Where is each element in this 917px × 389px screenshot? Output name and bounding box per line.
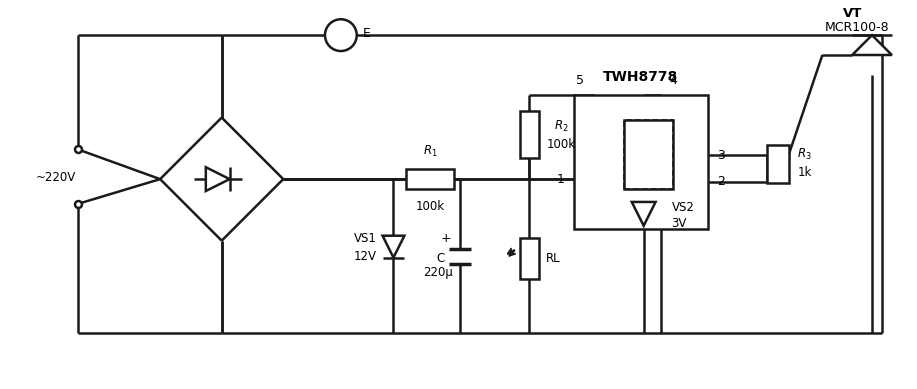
Text: 100k: 100k [415, 200, 445, 214]
Text: VS2: VS2 [671, 202, 694, 214]
Text: 3V: 3V [671, 217, 687, 230]
Text: 220μ: 220μ [424, 266, 453, 279]
Bar [624, 119, 673, 189]
Bar [624, 119, 673, 189]
Text: 1: 1 [557, 173, 564, 186]
Bar [406, 169, 454, 189]
Text: 5: 5 [577, 74, 584, 87]
Polygon shape [205, 167, 229, 191]
Text: ~220V: ~220V [36, 171, 76, 184]
Text: VS1: VS1 [354, 232, 377, 245]
Text: +: + [441, 232, 451, 245]
Bar [520, 110, 539, 158]
Text: E: E [363, 27, 370, 40]
Polygon shape [382, 236, 404, 258]
Text: TWH8778: TWH8778 [603, 70, 679, 84]
Text: $R_3$: $R_3$ [797, 147, 812, 162]
Text: 100k: 100k [547, 138, 576, 151]
Bar [574, 95, 708, 229]
Text: MCR100-8: MCR100-8 [824, 21, 889, 34]
Text: RL: RL [546, 252, 560, 265]
Bar [520, 238, 539, 279]
Polygon shape [852, 35, 892, 55]
Bar [767, 145, 789, 183]
Polygon shape [632, 202, 656, 226]
Text: 12V: 12V [354, 250, 377, 263]
Text: 1k: 1k [797, 166, 812, 179]
Text: VT: VT [843, 7, 862, 20]
Circle shape [325, 19, 357, 51]
Text: $R_1$: $R_1$ [423, 144, 437, 159]
Text: $R_2$: $R_2$ [554, 119, 569, 134]
Text: 4: 4 [669, 74, 677, 87]
Text: 2: 2 [717, 175, 725, 188]
Text: C: C [436, 252, 444, 265]
Text: 3: 3 [717, 149, 725, 161]
